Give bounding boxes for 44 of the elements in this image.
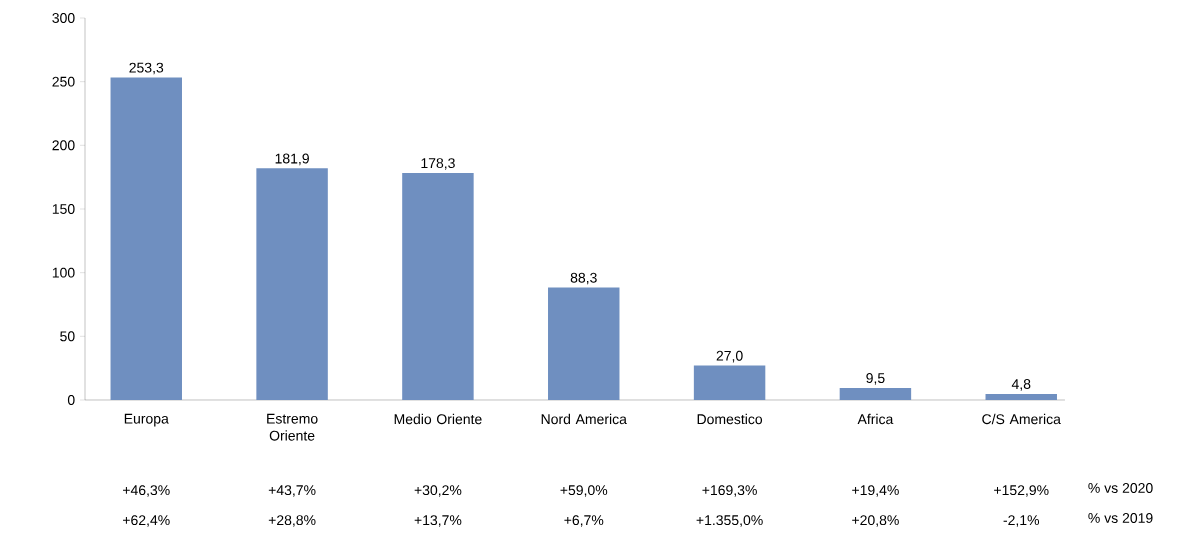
x-tick-label: Nord America xyxy=(541,413,627,425)
x-tick-label: Africa xyxy=(857,413,894,425)
data-label: 4,8 xyxy=(1011,379,1031,391)
bar xyxy=(402,172,474,400)
text: +13,7% xyxy=(414,515,462,527)
text: +20,8% xyxy=(852,515,899,527)
bar xyxy=(839,387,912,400)
text: -2,1% xyxy=(1003,515,1040,527)
text: +6,7% xyxy=(564,515,604,527)
text: +62,4% xyxy=(123,515,170,527)
x-tick-label: Estremo Oriente xyxy=(267,413,318,441)
data-label: 181,9 xyxy=(275,153,309,166)
text: +19,4% xyxy=(852,485,899,497)
bar xyxy=(693,365,766,400)
text: % vs 2020 xyxy=(1088,483,1153,493)
text: +30,2% xyxy=(414,485,462,497)
text: % vs 2019 xyxy=(1088,513,1153,523)
bar xyxy=(256,168,328,400)
data-label: 178,3 xyxy=(421,158,455,170)
text: +1.355,0% xyxy=(696,515,763,527)
y-tick-label: 0 xyxy=(67,395,75,405)
data-label: 9,5 xyxy=(866,373,885,385)
bar xyxy=(110,77,182,400)
data-label: 88,3 xyxy=(570,272,597,285)
x-tick-label: C/S America xyxy=(982,413,1061,425)
text: +28,8% xyxy=(268,515,316,527)
y-tick-label: 50 xyxy=(60,331,75,342)
text: +46,3% xyxy=(123,485,170,497)
text: +43,7% xyxy=(268,485,316,497)
data-label: 27,0 xyxy=(716,350,743,363)
x-tick-label: Medio Oriente xyxy=(394,413,482,425)
bar xyxy=(548,287,620,400)
text: +152,9% xyxy=(994,485,1049,497)
y-tick-label: 150 xyxy=(52,204,75,214)
y-tick-label: 300 xyxy=(52,13,75,23)
y-tick-label: 100 xyxy=(52,267,75,278)
y-tick-label: 200 xyxy=(52,140,75,151)
bar xyxy=(985,393,1057,400)
x-tick-label: Domestico xyxy=(697,413,763,425)
x-tick-label: Europa xyxy=(124,413,169,427)
y-tick-label: 250 xyxy=(52,76,75,87)
text: +169,3% xyxy=(702,485,757,497)
data-label: 253,3 xyxy=(129,62,164,75)
text: +59,0% xyxy=(560,485,608,497)
